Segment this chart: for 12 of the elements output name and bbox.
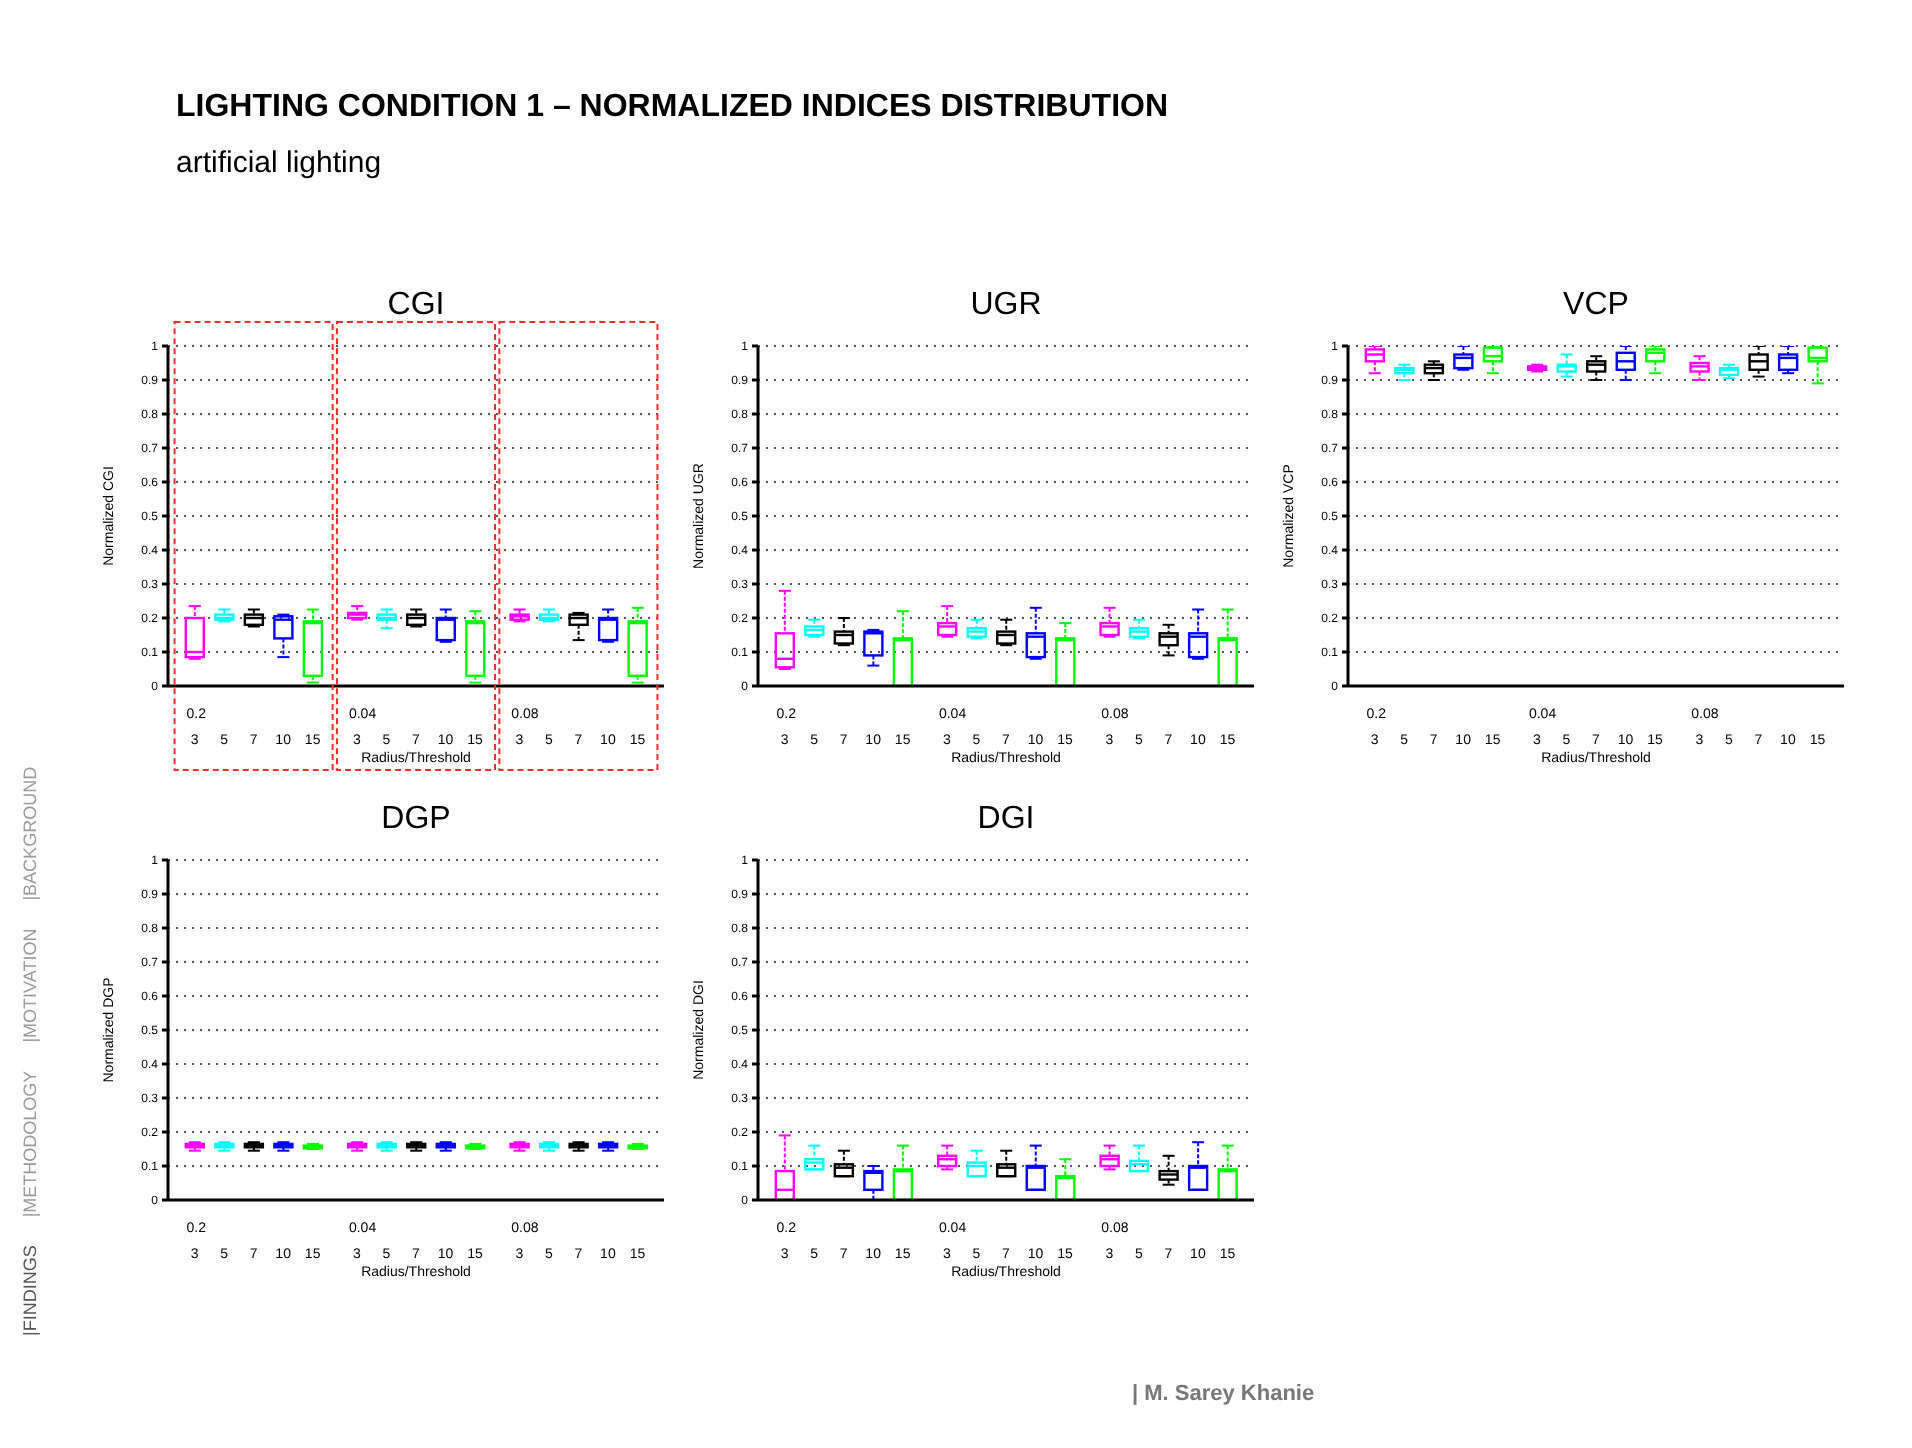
- text: |METHODOLOGY: [20, 1070, 40, 1218]
- text: |BACKGROUND: [20, 766, 40, 901]
- chart-title: DGI: [975, 802, 1037, 838]
- text: LIGHTING CONDITION 1 – NORMALIZED INDICES DISTRIBUTION: [176, 90, 1169, 126]
- text: |MOTIVATION: [20, 928, 40, 1043]
- text: |FINDINGS: [20, 1245, 40, 1336]
- text: artificial lighting: [176, 146, 382, 180]
- chart-title: DGP: [379, 802, 453, 838]
- chart-title: UGR: [968, 288, 1044, 324]
- text: | M. Sarey Khanie: [1132, 1382, 1315, 1406]
- chart-title: CGI: [385, 288, 447, 324]
- chart-title: VCP: [1561, 288, 1631, 324]
